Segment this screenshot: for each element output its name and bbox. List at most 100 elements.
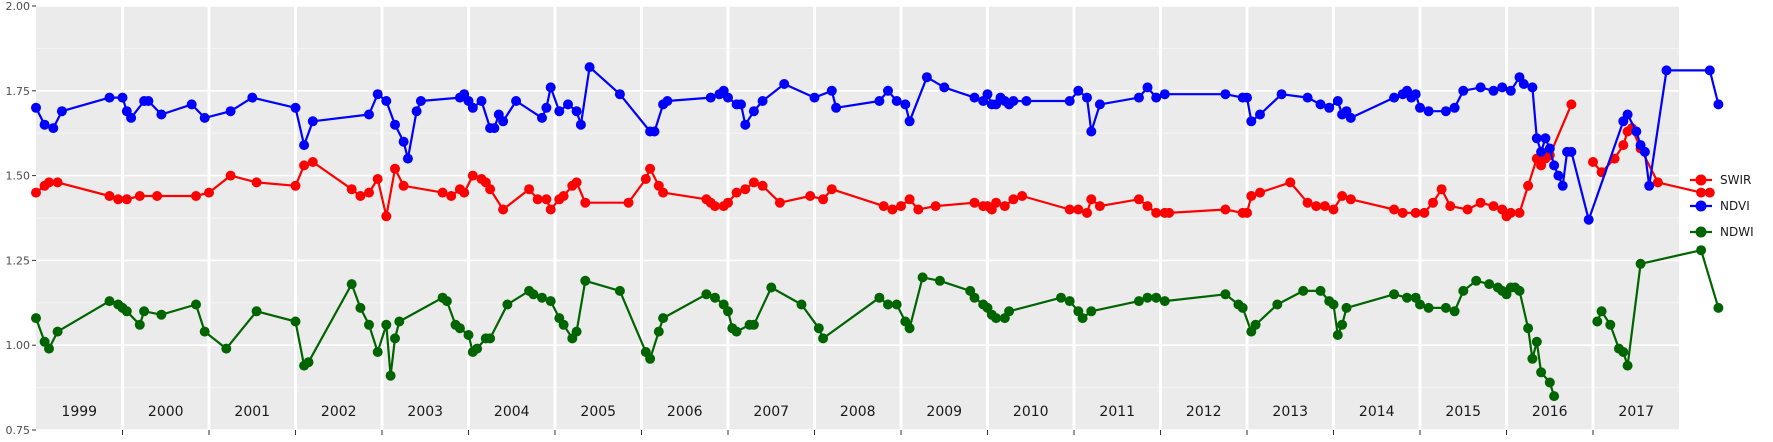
ndvi-point — [1332, 96, 1343, 106]
ndwi-point — [1527, 353, 1538, 364]
year-label: 2006 — [667, 404, 703, 420]
ndvi-point — [1094, 99, 1105, 110]
ndwi-point — [796, 299, 807, 310]
ndwi-point — [658, 313, 669, 324]
ndwi-point — [156, 309, 167, 320]
ndvi-point — [571, 106, 582, 117]
ndwi-point — [1159, 296, 1170, 307]
ndvi-point — [575, 119, 586, 130]
ndwi-point — [1536, 367, 1547, 378]
ndwi-point — [1596, 306, 1607, 317]
ndvi-point — [554, 106, 565, 117]
ndwi-point — [1622, 360, 1633, 371]
swir-point — [1311, 201, 1322, 212]
ndvi-point — [31, 102, 41, 113]
ndvi-point — [186, 99, 197, 110]
ndwi-point — [44, 343, 54, 354]
ndwi-point — [346, 279, 357, 290]
ndwi-point — [1531, 336, 1542, 347]
year-label: 2014 — [1359, 404, 1395, 420]
ndvi-point — [415, 96, 426, 106]
ndvi-point — [1133, 92, 1144, 103]
ndwi-point — [1549, 391, 1560, 402]
ndwi-point — [818, 333, 829, 344]
ndvi-point — [307, 116, 318, 127]
swir-point — [826, 184, 837, 195]
ndvi-point — [1302, 92, 1313, 103]
ndwi-point — [221, 343, 232, 354]
ndwi-point — [969, 292, 980, 303]
swir-point — [991, 197, 1002, 208]
ndvi-point — [757, 96, 768, 106]
swir-point — [372, 174, 383, 184]
year-label: 2003 — [407, 404, 443, 420]
swir-point — [251, 177, 262, 188]
ndvi-point — [900, 99, 911, 110]
ndwi-point — [1077, 313, 1088, 324]
ndwi-point — [1133, 296, 1144, 307]
ndvi-point — [809, 92, 820, 103]
ndwi-point — [1471, 275, 1482, 286]
swir-point — [1566, 99, 1577, 110]
swir-point — [1164, 207, 1175, 218]
ndwi-point — [571, 326, 582, 337]
ndvi-point — [411, 106, 422, 117]
ndwi-point — [1592, 316, 1603, 327]
ndwi-point — [1151, 292, 1162, 303]
ndwi-point — [1004, 306, 1015, 317]
ndwi-point — [390, 333, 400, 344]
ndvi-point — [1631, 126, 1642, 137]
swir-point — [113, 194, 124, 205]
y-tick-label: 0.75 — [6, 424, 31, 437]
ndvi-point — [498, 116, 509, 127]
ndwi-point — [454, 323, 465, 334]
ndvi-point — [290, 102, 301, 113]
ndwi-point — [303, 357, 314, 368]
swir-point — [498, 204, 509, 215]
ndwi-point — [874, 292, 885, 303]
swir-point — [524, 184, 535, 195]
swir-point — [1017, 191, 1028, 201]
swir-point — [1255, 187, 1265, 198]
ndwi-point — [731, 326, 742, 337]
ndvi-point — [1086, 126, 1097, 137]
ndwi-point — [463, 330, 474, 340]
ndwi-point — [1440, 302, 1451, 313]
ndvi-point — [1661, 65, 1672, 76]
ndvi-point — [826, 85, 837, 96]
ndwi-point — [748, 319, 759, 330]
ndwi-point — [1328, 299, 1339, 310]
ndwi-point — [199, 326, 210, 337]
ndwi-point — [139, 306, 150, 317]
ndwi-point — [766, 282, 777, 293]
year-label: 2005 — [580, 404, 616, 420]
swir-point — [307, 157, 318, 167]
swir-point — [545, 204, 556, 215]
ndvi-point — [1527, 82, 1538, 93]
ndvi-point — [740, 119, 751, 130]
ndwi-point — [381, 319, 392, 330]
ndvi-point — [1449, 102, 1460, 113]
ndwi-point — [1064, 296, 1075, 307]
swir-point — [913, 204, 924, 215]
ndvi-point — [1566, 146, 1577, 157]
ndvi-point — [1583, 214, 1594, 225]
ndvi-point — [56, 106, 67, 117]
swir-point — [658, 187, 669, 198]
ndwi-point — [537, 292, 547, 303]
ndvi-point — [1704, 65, 1715, 76]
swir-point — [467, 170, 478, 181]
ndvi-point — [199, 112, 210, 123]
ndwi-point — [917, 272, 928, 283]
swir-point — [904, 194, 915, 205]
ndvi-point — [381, 96, 392, 106]
swir-point — [1133, 194, 1144, 205]
swir-point — [355, 191, 366, 201]
ndwi-point — [191, 299, 201, 310]
swir-point — [225, 170, 236, 181]
swir-point — [1704, 187, 1715, 198]
ndwi-point — [1605, 319, 1616, 330]
ndvi-point — [1021, 96, 1032, 106]
ndvi-point — [390, 119, 400, 130]
